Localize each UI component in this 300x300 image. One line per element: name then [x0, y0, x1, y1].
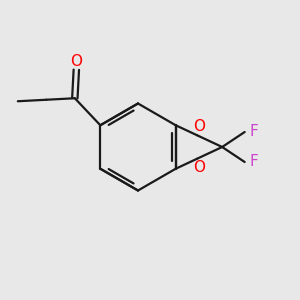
Text: O: O	[193, 160, 205, 175]
Text: O: O	[70, 54, 82, 69]
Text: O: O	[193, 119, 205, 134]
Text: F: F	[250, 124, 259, 140]
Text: F: F	[250, 154, 259, 169]
